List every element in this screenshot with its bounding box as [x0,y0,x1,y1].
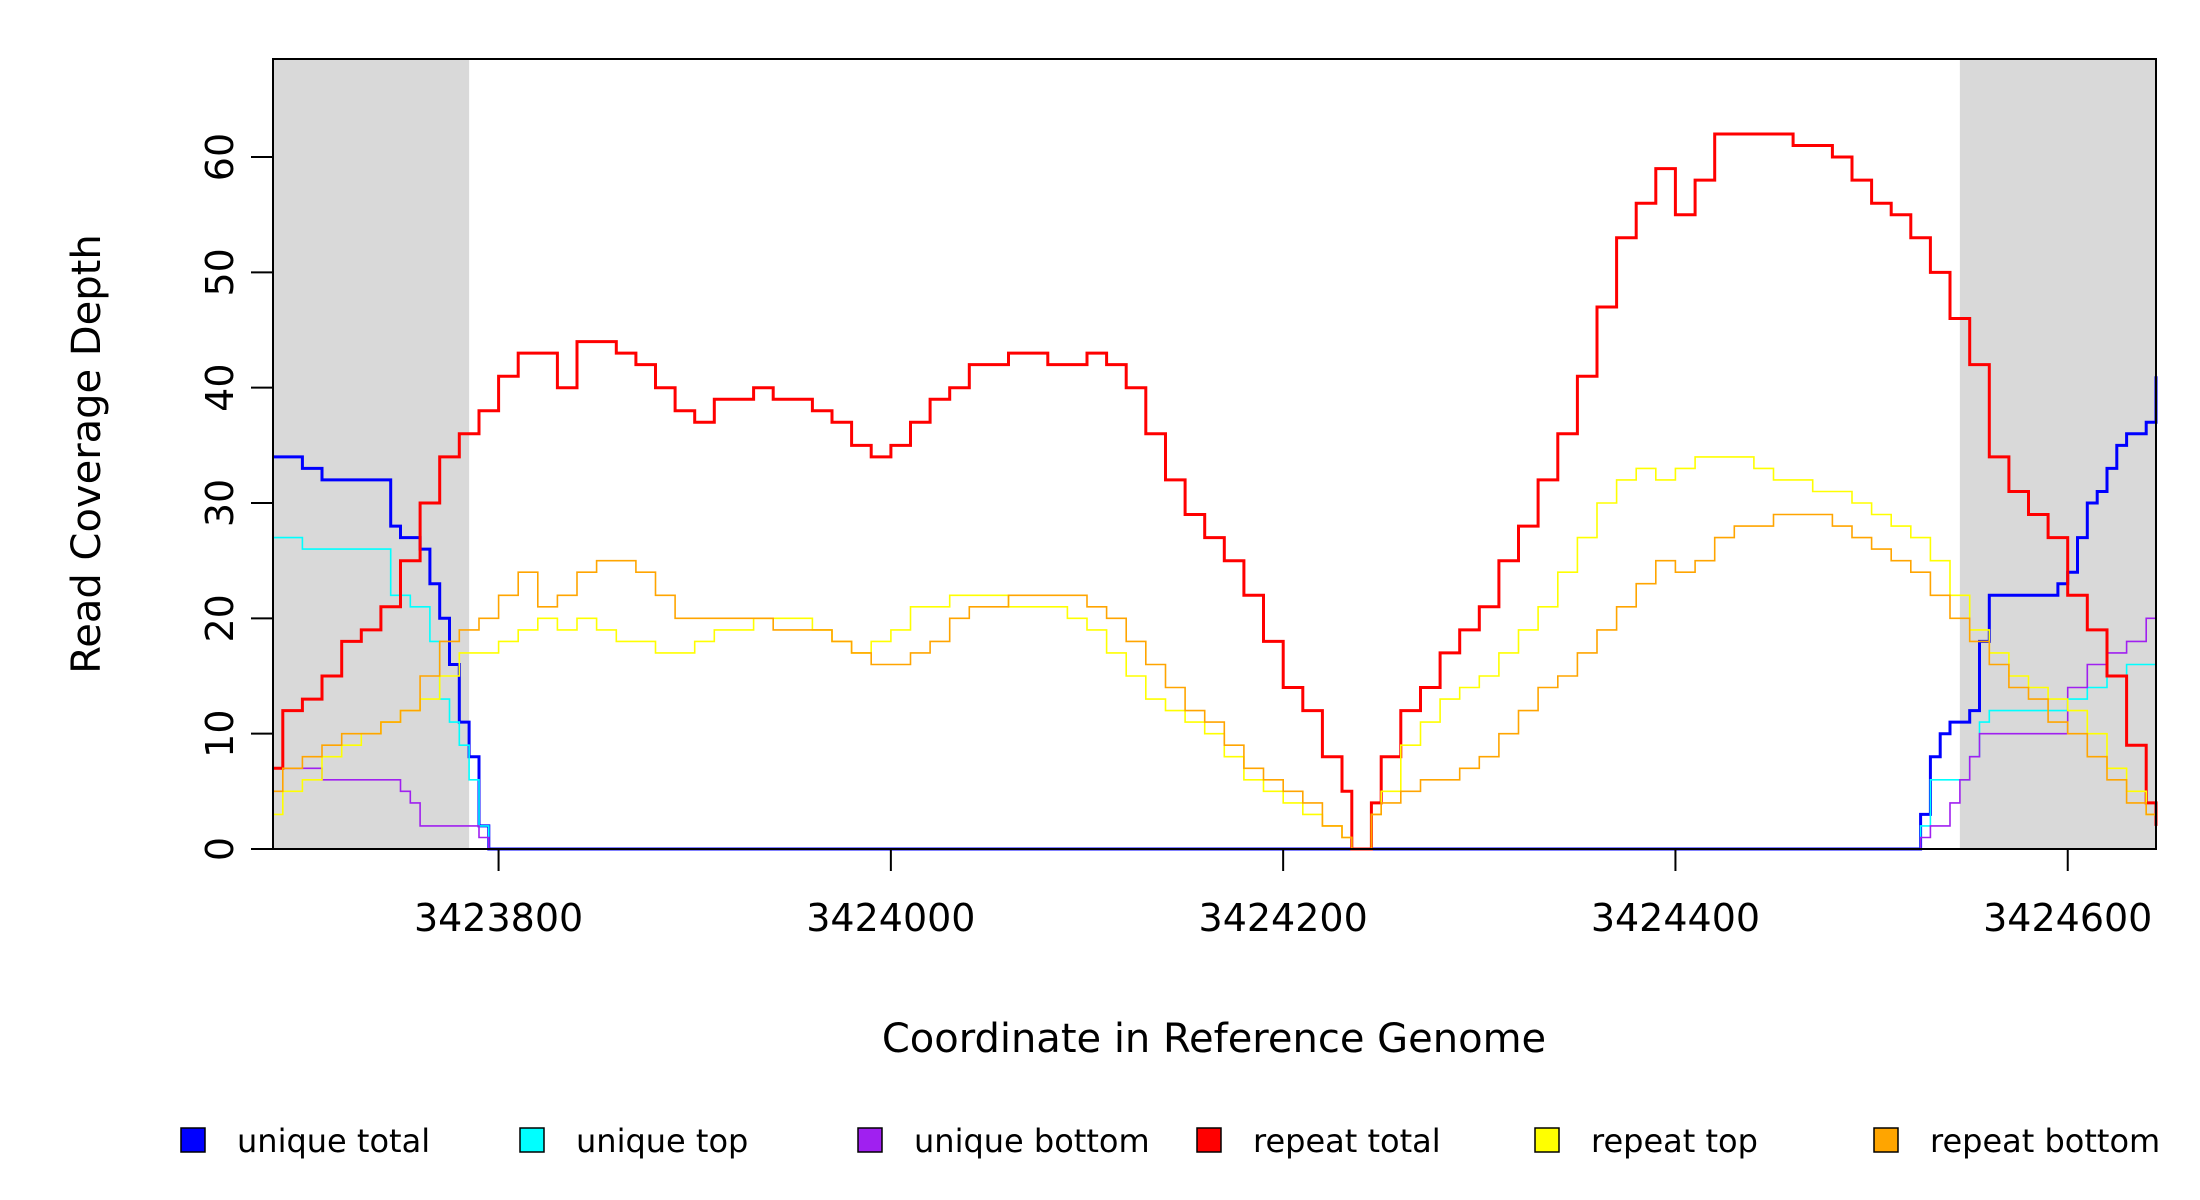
x-tick-label: 3423800 [414,896,583,940]
legend-item-unique-top: unique top [519,1122,748,1160]
x-tick-label: 3424000 [806,896,975,940]
legend-label: repeat top [1591,1122,1758,1160]
legend: unique total unique top unique bottom repea… [180,1122,2160,1160]
shaded-region-2 [1959,59,2156,849]
x-tick-label: 3424400 [1591,896,1760,940]
legend-swatch [1196,1127,1222,1153]
series-line-unique-top [273,536,2157,850]
y-tick-label: 60 [198,133,242,181]
legend-item-repeat-bottom: repeat bottom [1873,1122,2160,1160]
legend-label: repeat total [1253,1122,1441,1160]
legend-label: unique total [237,1122,430,1160]
y-axis: 0 10 20 30 40 50 60 [198,133,274,861]
legend-item-unique-total: unique total [180,1122,430,1160]
series-line-repeat-top [273,456,2157,850]
plot-frame [272,58,2157,850]
legend-item-unique-bottom: unique bottom [857,1122,1150,1160]
legend-label: repeat bottom [1930,1122,2160,1160]
x-tick-label: 3424200 [1199,896,1368,940]
legend-label: unique bottom [914,1122,1150,1160]
legend-item-repeat-top: repeat top [1534,1122,1758,1160]
y-tick-label: 30 [198,479,242,527]
series-line-unique-bottom [273,572,2157,850]
legend-swatch [857,1127,883,1153]
y-tick-label: 20 [198,594,242,642]
y-tick-label: 50 [198,248,242,296]
legend-swatch [519,1127,545,1153]
x-axis-title: Coordinate in Reference Genome [882,1016,1546,1062]
y-tick-label: 0 [198,837,242,861]
legend-item-repeat-total: repeat total [1196,1122,1441,1160]
legend-swatch [180,1127,206,1153]
series-line-repeat-total [273,132,2158,851]
series-line-unique-total [273,376,2158,851]
y-tick-label: 10 [198,709,242,757]
y-tick-label: 40 [198,364,242,412]
series-lines [273,132,2158,851]
shaded-region-1 [273,59,470,849]
shaded-regions [273,59,2156,849]
series-line-repeat-bottom [273,513,2157,850]
x-axis: 3423800 3424000 3424200 3424400 3424600 [414,848,2152,940]
legend-swatch [1534,1127,1560,1153]
legend-label: unique top [576,1122,748,1160]
legend-swatch [1873,1127,1899,1153]
x-tick-label: 3424600 [1983,896,2152,940]
y-axis-title: Read Coverage Depth [64,234,110,673]
